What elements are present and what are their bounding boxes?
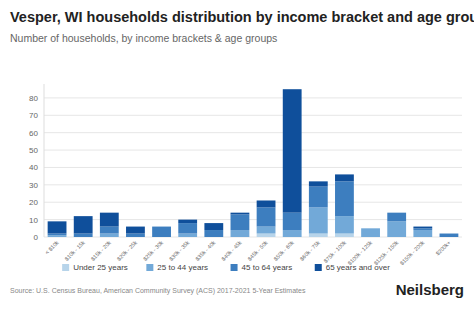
bar-segment <box>231 214 250 230</box>
bar-segment <box>48 221 67 233</box>
bar-segment <box>231 213 250 215</box>
x-tick-label: $25k - 30k <box>142 239 165 262</box>
bar-segment <box>257 227 276 234</box>
x-tick-label: $15k - 20k <box>90 239 113 262</box>
grid-line <box>44 150 462 151</box>
grid-line <box>44 184 462 185</box>
bar-segment <box>335 174 354 181</box>
bar-segment <box>178 223 197 233</box>
legend-swatch <box>231 264 238 271</box>
bar-segment <box>440 233 459 234</box>
legend-swatch <box>146 264 153 271</box>
y-tick-label: 10 <box>29 216 38 225</box>
x-tick-label: $150k - 200k <box>399 239 426 266</box>
bar-segment <box>440 234 459 237</box>
y-tick-label: 30 <box>29 181 38 190</box>
bar-segment <box>257 207 276 226</box>
y-tick-label: 0 <box>34 233 39 242</box>
source: Source: U.S. Census Bureau, American Com… <box>10 287 306 295</box>
bar-segment <box>413 228 432 230</box>
y-tick-label: 70 <box>29 111 38 120</box>
y-axis-line <box>44 84 45 237</box>
bar-segment <box>309 234 328 237</box>
logo: Neilsberg <box>396 281 464 298</box>
bar-segment <box>152 227 171 237</box>
x-tick-label: $35k - 40k <box>194 239 217 262</box>
bar-segment <box>152 226 171 227</box>
bar-segment <box>178 220 197 223</box>
bar-segment <box>309 181 328 186</box>
legend-label: 65 years and over <box>326 263 390 272</box>
legend-swatch <box>315 264 322 271</box>
bar-segment <box>100 227 119 234</box>
y-tick-label: 40 <box>29 163 38 172</box>
legend-label: 25 to 44 years <box>157 263 208 272</box>
bar-segment <box>387 221 406 237</box>
bar-segment <box>100 234 119 237</box>
bar-segment <box>100 213 119 227</box>
bar-segment <box>231 230 250 237</box>
bar-segment <box>204 230 223 237</box>
chart: Vesper, WI households distribution by in… <box>0 0 474 316</box>
bar-segment <box>74 234 93 237</box>
grid-line <box>44 115 462 116</box>
bar-segment <box>126 234 145 237</box>
x-tick-label: $10k - 15k <box>63 239 86 262</box>
bar-segment <box>204 223 223 230</box>
bar-segment <box>387 212 406 213</box>
bar-segment <box>361 228 380 229</box>
bar-segment <box>335 181 354 216</box>
bar-segment <box>74 216 93 233</box>
grid-line <box>44 132 462 133</box>
grid-line <box>44 167 462 168</box>
legend-swatch <box>62 264 69 271</box>
subtitle: Number of households, by income brackets… <box>10 32 277 44</box>
x-tick-label: $200k+ <box>435 239 452 256</box>
bar-segment <box>126 227 145 234</box>
x-tick-label: $30k - 35k <box>168 239 191 262</box>
bar-segment <box>178 234 197 237</box>
bar-segment <box>309 187 328 208</box>
y-tick-label: 50 <box>29 146 38 155</box>
y-tick-label: 60 <box>29 129 38 138</box>
x-tick-label: $20k - 25k <box>116 239 139 262</box>
grid-line <box>44 97 462 98</box>
x-tick-label: < $10k <box>44 239 60 255</box>
bar-segment <box>48 235 67 237</box>
bar-segment <box>257 234 276 237</box>
title: Vesper, WI households distribution by in… <box>10 9 474 25</box>
bar-segment <box>283 89 302 212</box>
bars <box>48 89 459 237</box>
bar-segment <box>361 228 380 229</box>
bar-segment <box>283 213 302 230</box>
bar-segment <box>413 230 432 237</box>
legend-label: Under 25 years <box>73 263 128 272</box>
x-tick-label: $60k - 75k <box>299 239 322 262</box>
x-tick-label: $50k - 60k <box>272 239 295 262</box>
legend-label: 45 to 64 years <box>242 263 293 272</box>
bar-segment <box>257 200 276 207</box>
y-tick-label: 20 <box>29 198 38 207</box>
bar-segment <box>387 213 406 222</box>
bar-segment <box>48 234 67 236</box>
bar-segment <box>335 216 354 233</box>
x-tick-label: $45k - 50k <box>246 239 269 262</box>
x-tick-label: $75k - 100k <box>323 239 348 264</box>
bar-segment <box>309 207 328 233</box>
bar-segment <box>283 230 302 237</box>
bar-segment <box>413 227 432 229</box>
x-tick-label: $40k - 45k <box>220 239 243 262</box>
bar-segment <box>361 228 380 237</box>
y-tick-label: 80 <box>29 94 38 103</box>
grid-line <box>44 202 462 203</box>
bar-segment <box>335 234 354 237</box>
